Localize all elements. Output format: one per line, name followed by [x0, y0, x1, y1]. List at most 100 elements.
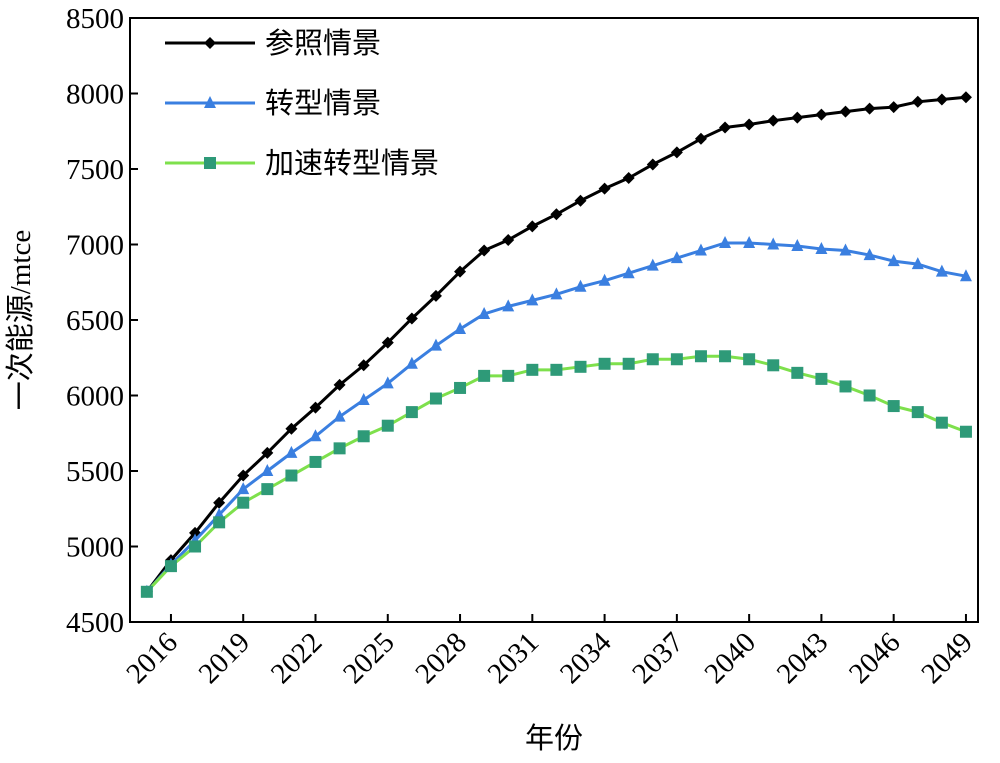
legend-label: 参照情景 [265, 27, 381, 60]
x-tick-label: 2046 [843, 626, 907, 690]
marker [381, 376, 394, 389]
marker [839, 105, 852, 118]
marker [333, 442, 346, 455]
marker [935, 264, 948, 277]
marker [550, 208, 563, 221]
x-tick-label: 2019 [193, 626, 257, 690]
legend-label: 转型情景 [265, 87, 381, 120]
x-axis-label: 年份 [525, 722, 583, 755]
marker [140, 585, 153, 598]
marker [285, 445, 298, 458]
marker [526, 363, 539, 376]
legend-marker [204, 96, 216, 108]
marker [261, 446, 274, 459]
marker [935, 93, 948, 106]
marker [598, 182, 611, 195]
y-tick-label: 5500 [66, 456, 124, 488]
marker [791, 111, 804, 124]
y-tick-label: 6000 [66, 381, 124, 413]
marker [911, 257, 924, 270]
marker [863, 389, 876, 402]
marker [237, 469, 250, 482]
marker [863, 102, 876, 115]
marker [333, 409, 346, 422]
marker [767, 114, 780, 127]
marker [646, 353, 659, 366]
marker [454, 381, 467, 394]
x-tick-label: 2016 [120, 626, 184, 690]
y-tick-label: 7500 [66, 154, 124, 186]
marker [719, 235, 732, 248]
marker [622, 172, 635, 185]
marker [429, 289, 442, 302]
marker [694, 350, 707, 363]
marker [454, 265, 467, 278]
marker [309, 429, 322, 442]
marker [646, 258, 659, 271]
marker [357, 430, 370, 443]
marker [357, 393, 370, 406]
y-tick-label: 4500 [66, 607, 124, 639]
plot-frame [129, 17, 979, 623]
marker [478, 306, 491, 319]
marker [550, 287, 563, 300]
marker [935, 416, 948, 429]
marker [526, 293, 539, 306]
legend-marker [204, 157, 216, 169]
marker [670, 251, 683, 264]
marker [405, 312, 418, 325]
marker [502, 299, 515, 312]
marker [743, 118, 756, 131]
x-tick-label: 2031 [482, 626, 546, 690]
marker [719, 350, 732, 363]
marker [237, 482, 250, 495]
marker [767, 237, 780, 250]
marker [863, 248, 876, 261]
marker [261, 464, 274, 476]
marker [959, 425, 972, 438]
marker [719, 121, 732, 134]
y-tick-label: 8500 [66, 3, 124, 35]
marker [767, 359, 780, 372]
marker [791, 239, 804, 252]
marker [839, 380, 852, 393]
marker [261, 483, 274, 496]
marker [959, 269, 972, 282]
marker [454, 322, 467, 335]
marker [670, 353, 683, 366]
marker [598, 273, 611, 286]
y-tick-label: 5000 [66, 532, 124, 564]
y-tick-label: 8000 [66, 79, 124, 111]
marker [309, 401, 322, 414]
marker [574, 194, 587, 207]
marker [743, 353, 756, 366]
marker [887, 101, 900, 114]
marker [405, 356, 418, 369]
marker [911, 406, 924, 419]
marker [622, 266, 635, 279]
x-tick-label: 2043 [771, 626, 835, 690]
x-tick-label: 2049 [915, 626, 979, 690]
marker [189, 540, 202, 553]
x-tick-label: 2028 [409, 626, 473, 690]
marker [285, 422, 298, 435]
marker [429, 338, 442, 351]
x-tick-label: 2040 [698, 626, 762, 690]
marker [815, 242, 828, 255]
marker [574, 360, 587, 373]
marker [550, 363, 563, 376]
marker [213, 516, 226, 529]
marker [646, 158, 659, 171]
marker [502, 369, 515, 382]
marker [164, 560, 177, 573]
marker [694, 132, 707, 145]
marker [429, 392, 442, 405]
marker [815, 372, 828, 385]
x-tick-label: 2037 [626, 626, 690, 690]
y-axis-label: 一次能源/mtce [4, 230, 37, 410]
marker [381, 336, 394, 349]
marker [285, 469, 298, 482]
y-tick-label: 7000 [66, 230, 124, 262]
